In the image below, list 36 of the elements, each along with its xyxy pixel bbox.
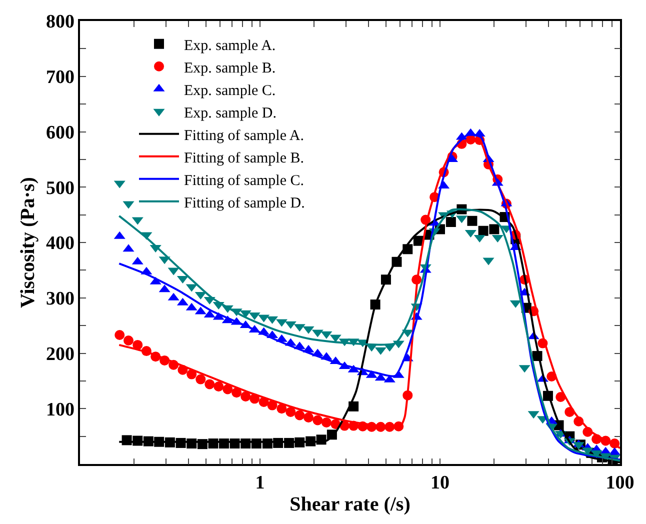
y-tick-label: 800 xyxy=(46,12,74,33)
y-tick-label: 400 xyxy=(46,233,74,254)
point xyxy=(114,330,125,340)
legend-label: Exp. sample C. xyxy=(184,82,276,99)
y-tick-label: 700 xyxy=(46,67,74,88)
legend-label: Fitting of sample A. xyxy=(184,128,304,144)
x-axis-title: Shear rate (/s) xyxy=(290,494,410,516)
point xyxy=(222,384,233,394)
legend-label: Fitting of sample B. xyxy=(184,150,304,166)
legend-label: Exp. sample A. xyxy=(184,38,276,54)
x-tick-label: 100 xyxy=(606,472,634,494)
y-axis-title: Viscosity (Pa·s) xyxy=(16,177,39,308)
y-tick-label: 200 xyxy=(46,344,74,365)
legend-label: Exp. sample D. xyxy=(184,105,276,122)
point xyxy=(214,381,224,392)
x-tick-label: 10 xyxy=(430,472,450,494)
legend-label: Fitting of sample D. xyxy=(184,195,305,212)
x-tick-label: 1 xyxy=(255,472,265,494)
point xyxy=(312,415,323,426)
point xyxy=(204,379,215,390)
legend-label: Exp. sample B. xyxy=(184,60,276,76)
legend-label: Fitting of sample C. xyxy=(184,172,304,189)
point xyxy=(267,400,278,410)
point xyxy=(286,406,296,417)
point xyxy=(304,412,314,422)
y-tick-label: 600 xyxy=(46,122,74,144)
point xyxy=(232,388,242,398)
point xyxy=(321,417,332,428)
point xyxy=(294,410,305,420)
point xyxy=(196,374,206,384)
point xyxy=(276,404,287,414)
y-tick-label: 300 xyxy=(46,288,74,310)
point xyxy=(124,336,134,346)
point xyxy=(240,391,251,402)
y-tick-label: 100 xyxy=(46,399,74,420)
y-tick-label: 500 xyxy=(46,178,74,199)
